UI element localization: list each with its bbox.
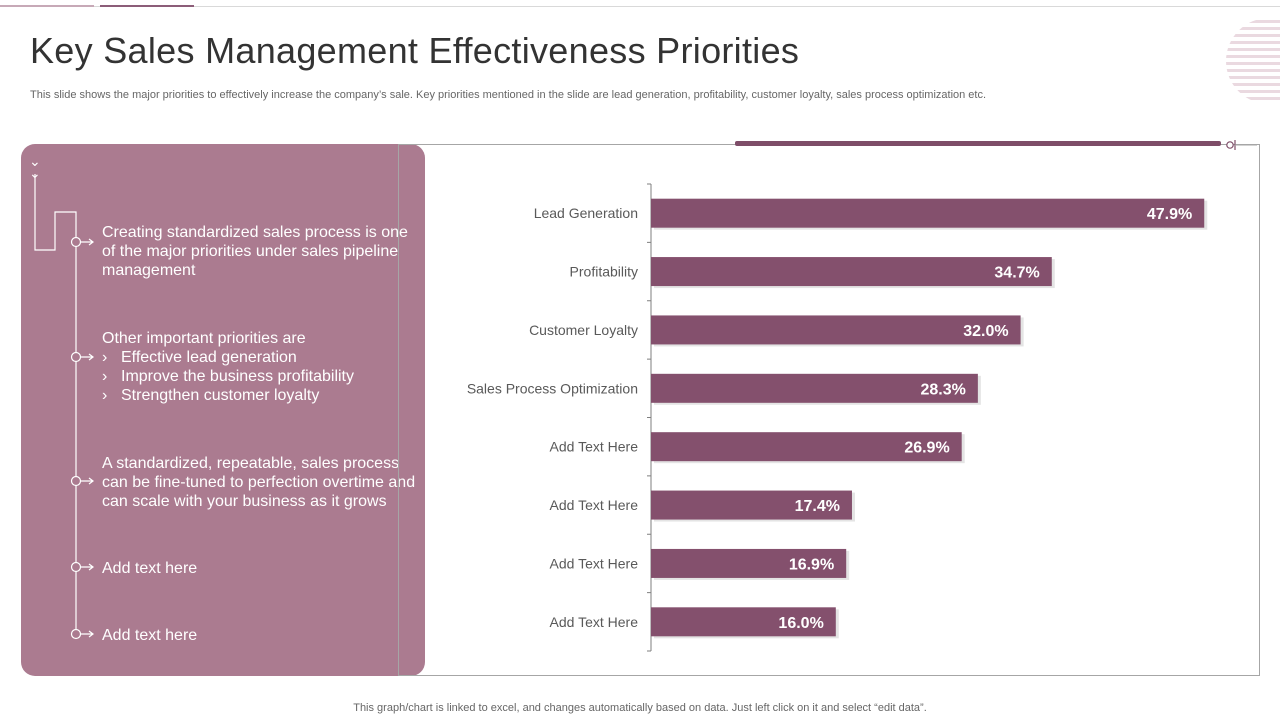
- timeline-item-priorities: Other important priorities are › Effectiv…: [102, 329, 422, 405]
- data-label: 28.3%: [920, 381, 965, 398]
- bar[interactable]: [651, 373, 978, 403]
- footer-note: This graph/chart is linked to excel, and…: [353, 702, 927, 714]
- data-label: 16.0%: [778, 615, 823, 632]
- data-label: 17.4%: [795, 498, 840, 515]
- bar[interactable]: [651, 607, 836, 637]
- priority-subitem: › Effective lead generation: [102, 349, 297, 366]
- timeline-item-text: Creating standardized sales process is o…: [102, 224, 408, 279]
- timeline-node: [70, 351, 82, 363]
- accent-line-end-icon: [1226, 140, 1257, 150]
- bar[interactable]: [651, 198, 1205, 228]
- data-label: 32.0%: [963, 323, 1008, 340]
- top-tab-accent-right: [100, 5, 194, 7]
- timeline-item-text: Other important priorities are: [102, 330, 306, 347]
- category-label: Profitability: [570, 264, 638, 280]
- accent-line: [735, 141, 1221, 146]
- timeline-item-text: A standardized, repeatable, sales proces…: [102, 455, 416, 510]
- timeline-node: [70, 236, 82, 248]
- category-label: Add Text Here: [550, 555, 639, 571]
- bar[interactable]: [651, 257, 1052, 287]
- bar[interactable]: [651, 490, 852, 520]
- category-label: Sales Process Optimization: [467, 380, 638, 396]
- data-label: 34.7%: [994, 265, 1039, 282]
- priority-subitem: › Improve the business profitability: [102, 368, 354, 385]
- category-label: Add Text Here: [550, 439, 639, 455]
- bar[interactable]: [651, 315, 1021, 345]
- timeline-item-text[interactable]: Add text here: [102, 560, 198, 577]
- timeline-connector: [34, 174, 94, 640]
- category-label: Lead Generation: [534, 205, 638, 221]
- priority-subitem: › Strengthen customer loyalty: [102, 387, 320, 404]
- data-label: 16.9%: [789, 556, 834, 573]
- chevron-right-icon: ›: [102, 349, 108, 366]
- priorities-panel: ⌄ ⌄ Creating standardized sales process i…: [21, 144, 425, 676]
- data-label: 47.9%: [1147, 206, 1192, 223]
- timeline-node: [70, 475, 82, 487]
- bar[interactable]: [651, 432, 962, 462]
- timeline-node: [70, 561, 82, 573]
- top-divider: [0, 6, 1280, 7]
- page-title: Key Sales Management Effectiveness Prior…: [30, 30, 800, 71]
- decorative-stripes: [1226, 18, 1280, 104]
- data-label: 26.9%: [904, 440, 949, 457]
- category-label: Add Text Here: [550, 497, 639, 513]
- page-subtitle: This slide shows the major priorities to…: [30, 89, 987, 101]
- category-label: Customer Loyalty: [529, 322, 638, 338]
- chevron-right-icon: ›: [102, 368, 108, 385]
- category-label: Add Text Here: [550, 614, 639, 630]
- chevron-right-icon: ›: [102, 387, 108, 404]
- timeline-item-text[interactable]: Add text here: [102, 627, 198, 644]
- bar[interactable]: [651, 548, 847, 578]
- top-tab-accent-left: [0, 5, 94, 7]
- timeline-node: [70, 628, 82, 640]
